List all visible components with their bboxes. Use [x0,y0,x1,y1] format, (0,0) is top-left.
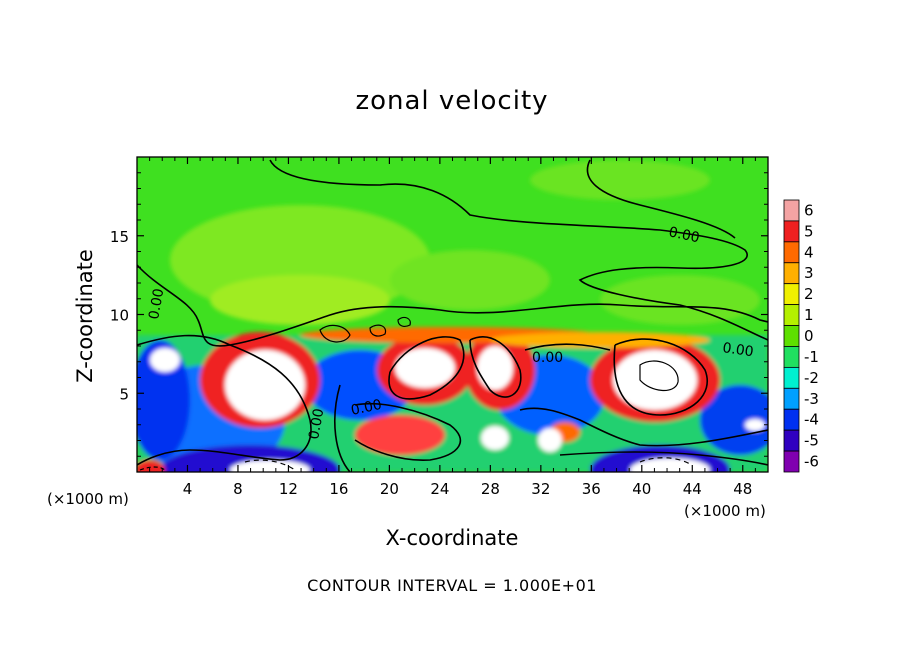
contour-line [137,334,312,466]
heat-region [137,460,165,472]
heat-region [630,458,710,472]
contour-label: 0.00 [721,340,754,360]
heat-region [230,460,310,472]
y-axis-label: Z-coordinate [73,249,97,383]
contour-interval-note: CONTOUR INTERVAL = 1.000E+01 [307,576,597,595]
contour-line [137,264,768,347]
y-tick-label: 15 [110,228,129,246]
colorbar-swatch [783,346,800,368]
colorbar-tick-label: 4 [804,243,814,261]
contour-line [586,159,736,239]
contour-label: 0.00 [306,407,327,440]
colorbar-tick-label: -2 [804,369,819,387]
x-tick-label: 16 [329,480,348,498]
colorbar-tick-label: -1 [804,348,819,366]
heat-region [395,348,455,388]
heat-region [530,160,710,200]
x-tick-label: 32 [531,480,550,498]
x-tick-label: 4 [183,480,193,498]
colorbar-tick-label: -6 [804,453,819,471]
x-tick-label: 36 [582,480,601,498]
contour-line [244,459,296,471]
x-units-label-right: (×1000 m) [684,502,766,520]
contour-line [613,338,708,416]
contour-line [519,407,768,447]
x-tick-label: 20 [380,480,399,498]
colorbar-swatch [783,199,800,222]
contour-line [397,316,411,327]
colorbar-tick-label: 3 [804,264,814,282]
colorbar-tick-label: 5 [804,222,814,240]
contour-label: 0.00 [350,397,384,419]
heat-region [355,415,445,455]
colorbar-swatch [783,450,800,473]
contour-line [388,336,465,400]
colorbar-tick-label: -4 [804,411,819,429]
y-tick-label: 10 [110,307,129,325]
contour-label: 0.00 [146,287,167,320]
x-axis-ticks: 4 8 12 16 20 24 28 32 36 40 44 48 [149,157,756,498]
contour-line [639,360,679,391]
x-tick-label: 24 [430,480,449,498]
colorbar-swatch [783,366,800,389]
heat-region [700,385,768,455]
contour-label: 0.00 [667,224,701,246]
heat-region [210,275,390,325]
heat-region [225,350,305,420]
heat-region [613,350,697,410]
contour-line [469,336,522,398]
colorbar-swatch [783,304,800,326]
x-tick-label: 28 [481,480,500,498]
colorbar-swatch [783,283,800,306]
colorbar-tick-label: 1 [804,306,814,324]
colorbar-swatch [783,387,800,410]
heat-region [390,250,550,310]
contour-label: 0.00 [532,350,563,366]
heat-region [538,428,562,452]
heat-region [477,346,513,390]
heatmap-field: 0.00 0.00 0.00 0.00 0.00 0.00 [137,157,768,472]
heat-region [481,426,509,450]
contour-line [269,159,768,341]
colorbar-tick-label: 6 [804,201,814,219]
heat-region [600,275,760,325]
x-units-label-left: (×1000 m) [47,490,129,508]
colorbar-swatch [783,220,800,243]
colorbar-swatch [783,429,800,452]
chart-title: zonal velocity [355,86,549,116]
colorbar-tick-label: 2 [804,285,814,303]
contour-line [524,343,611,351]
contour-line [559,451,768,466]
y-tick-label: 5 [119,385,129,403]
contour-labels: 0.00 0.00 0.00 0.00 0.00 0.00 [146,224,754,440]
colorbar-swatch [783,241,800,264]
contour-line [354,402,462,461]
colorbar-swatch [783,325,800,347]
y-axis-ticks: 5 10 15 [110,172,768,457]
x-axis-label: X-coordinate [385,526,519,550]
colorbar-tick-label: 0 [804,327,814,345]
x-tick-label: 12 [279,480,298,498]
contour-line [139,466,166,471]
contour-line [319,324,351,343]
x-tick-label: 44 [683,480,702,498]
colorbar-swatch [783,408,800,431]
x-tick-label: 8 [233,480,243,498]
heat-region [137,340,190,460]
x-tick-label: 48 [733,480,752,498]
x-tick-label: 40 [632,480,651,498]
colorbar-swatch [783,262,800,285]
heat-region [150,348,180,372]
heat-region [745,419,765,431]
contour-line [334,384,351,472]
heat-region [490,332,710,348]
contour-line [639,457,691,465]
colorbar: 6 5 4 3 2 1 0 -1 -2 -3 -4 -5 -6 [783,199,819,473]
colorbar-tick-label: -5 [804,432,819,450]
colorbar-tick-label: -3 [804,390,819,408]
contour-line [369,324,387,337]
contour-lines [137,159,768,472]
